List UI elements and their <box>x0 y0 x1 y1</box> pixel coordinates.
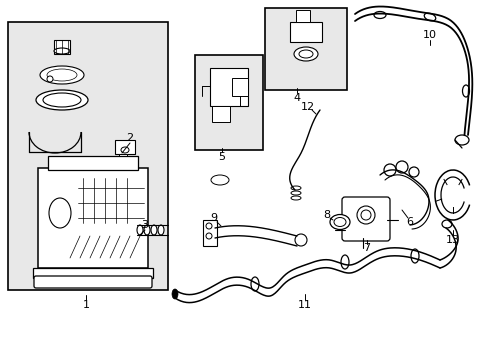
Ellipse shape <box>158 225 163 235</box>
Ellipse shape <box>49 198 71 228</box>
Bar <box>119 154 127 160</box>
Text: 9: 9 <box>210 213 217 223</box>
Ellipse shape <box>462 85 468 97</box>
Text: 7: 7 <box>363 243 370 253</box>
Ellipse shape <box>293 47 317 61</box>
Ellipse shape <box>205 223 212 229</box>
Ellipse shape <box>333 217 346 226</box>
Ellipse shape <box>151 225 157 235</box>
Ellipse shape <box>250 277 259 291</box>
Bar <box>203 220 217 246</box>
Ellipse shape <box>340 255 348 269</box>
Ellipse shape <box>373 12 385 18</box>
Ellipse shape <box>137 225 142 235</box>
Ellipse shape <box>290 191 301 195</box>
Ellipse shape <box>36 90 88 110</box>
Ellipse shape <box>298 50 312 58</box>
Bar <box>231 78 247 96</box>
Ellipse shape <box>356 206 374 224</box>
Text: 4: 4 <box>293 93 300 103</box>
Text: 1: 1 <box>82 300 89 310</box>
Bar <box>54 40 70 54</box>
Ellipse shape <box>143 225 150 235</box>
FancyBboxPatch shape <box>34 276 152 288</box>
Ellipse shape <box>360 210 370 220</box>
Ellipse shape <box>205 233 212 239</box>
Ellipse shape <box>172 289 178 299</box>
Bar <box>212 106 229 122</box>
Text: 13: 13 <box>445 235 459 245</box>
Bar <box>8 22 168 290</box>
Ellipse shape <box>410 249 418 263</box>
Ellipse shape <box>290 186 301 190</box>
Ellipse shape <box>43 93 81 107</box>
Bar <box>209 68 247 106</box>
Bar <box>264 8 346 90</box>
Text: 3: 3 <box>141 220 148 230</box>
Text: 5: 5 <box>218 152 225 162</box>
Ellipse shape <box>47 76 53 82</box>
Ellipse shape <box>121 147 129 153</box>
Bar <box>33 268 153 278</box>
Bar <box>295 10 309 22</box>
Ellipse shape <box>454 135 468 145</box>
Ellipse shape <box>210 175 228 185</box>
Ellipse shape <box>40 66 84 84</box>
Ellipse shape <box>290 196 301 200</box>
Bar <box>289 22 321 42</box>
Ellipse shape <box>294 234 306 246</box>
Ellipse shape <box>408 167 418 177</box>
Ellipse shape <box>329 215 349 230</box>
Ellipse shape <box>441 220 451 228</box>
Bar <box>195 55 263 150</box>
Ellipse shape <box>54 48 70 54</box>
Text: 2: 2 <box>126 133 133 143</box>
Ellipse shape <box>383 164 395 176</box>
Bar <box>38 168 148 268</box>
Ellipse shape <box>47 69 77 81</box>
Text: 8: 8 <box>323 210 330 220</box>
Ellipse shape <box>424 13 435 21</box>
Bar <box>48 156 138 170</box>
FancyBboxPatch shape <box>341 197 389 241</box>
Ellipse shape <box>395 161 407 173</box>
Text: 10: 10 <box>422 30 436 40</box>
Text: 11: 11 <box>297 300 311 310</box>
Text: 12: 12 <box>300 102 314 112</box>
Text: 6: 6 <box>406 217 413 227</box>
Bar <box>115 140 135 154</box>
